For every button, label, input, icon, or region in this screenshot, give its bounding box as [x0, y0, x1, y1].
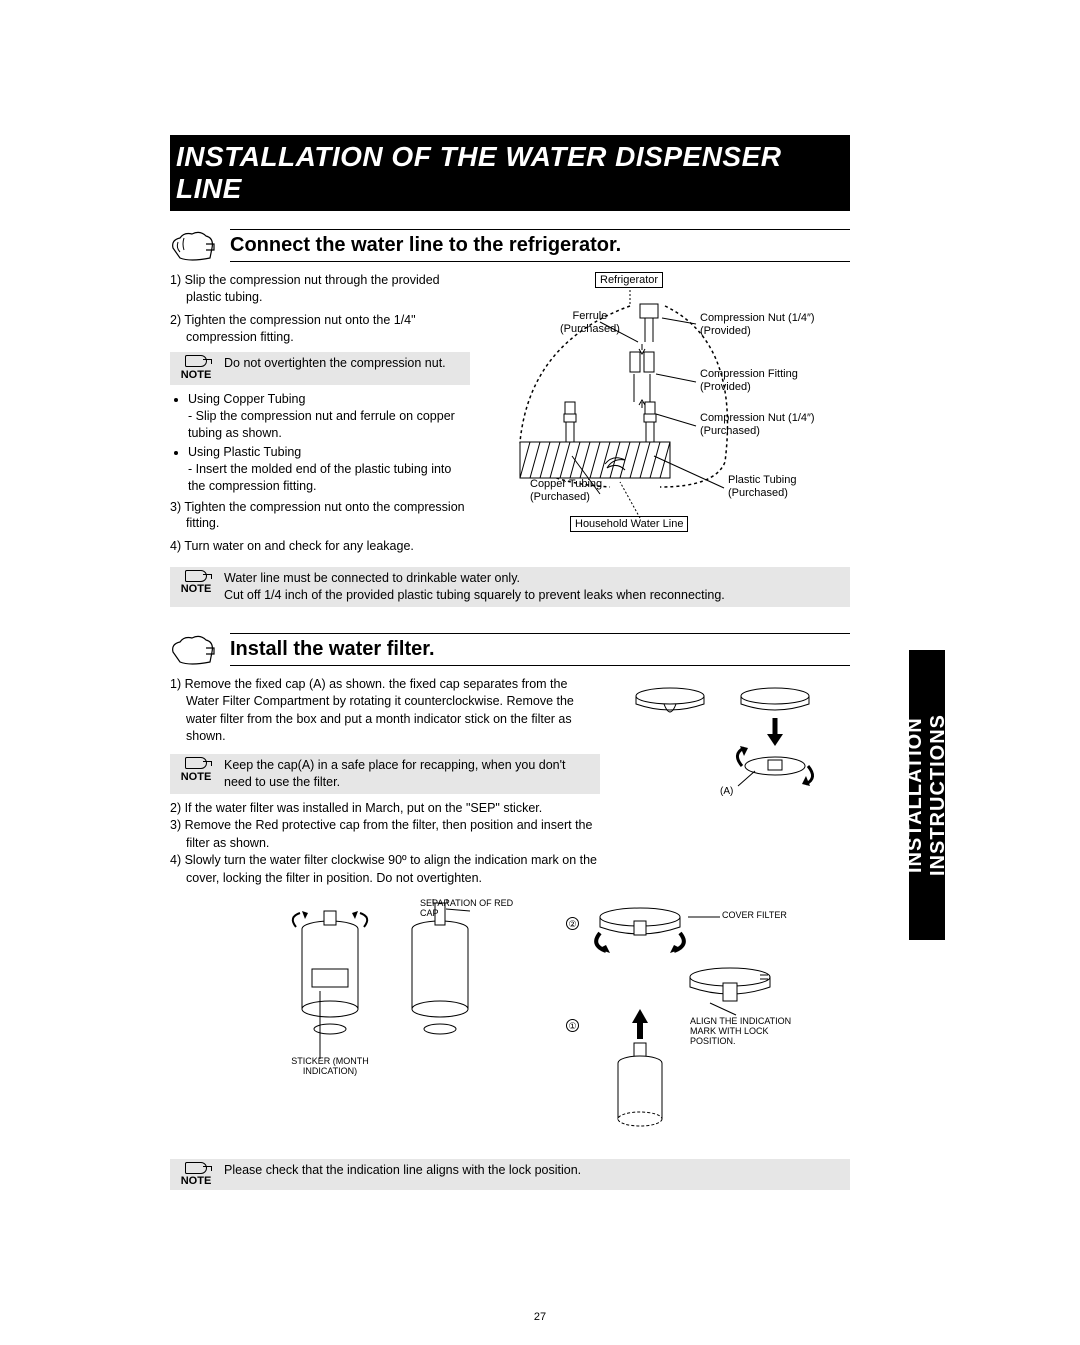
step: 3) Remove the Red protective cap from th… — [170, 817, 600, 852]
step: 4) Turn water on and check for any leaka… — [170, 538, 470, 555]
note-box-wide: NOTE Please check that the indication li… — [170, 1159, 850, 1190]
section-header: Install the water filter. — [230, 633, 850, 666]
note-text: Do not overtighten the compression nut. — [224, 355, 464, 372]
note-text: Please check that the indication line al… — [224, 1162, 844, 1179]
section1-body: 1) Slip the compression nut through the … — [170, 272, 850, 561]
note-icon — [185, 1162, 207, 1174]
diagram-label-a: (A) — [720, 786, 733, 798]
note-label: NOTE — [176, 757, 216, 785]
section-connect-water-line: Connect the water line to the refrigerat… — [170, 229, 850, 607]
note-icon — [185, 757, 207, 769]
note-icon — [185, 355, 207, 367]
connection-diagram: Refrigerator Ferrule (Purchased) Compres… — [490, 272, 850, 532]
alignment-diagram: COVER FILTER ALIGN THE INDICATION MARK W… — [560, 899, 800, 1149]
section-install-filter: Install the water filter. 1) Remove the … — [170, 633, 850, 1190]
note-label: NOTE — [176, 1162, 216, 1187]
bullet: Using Copper Tubing - Slip the compressi… — [188, 391, 470, 442]
cap-diagram: (A) — [620, 676, 850, 816]
note-label: NOTE — [176, 570, 216, 595]
side-tab: INSTALLATION INSTRUCTIONS — [909, 650, 945, 940]
lower-diagrams: SEPARATION OF RED CAP — [170, 899, 850, 1149]
label-sticker: STICKER (MONTH INDICATION) — [270, 1057, 390, 1077]
schematic-svg — [490, 282, 850, 532]
note-text: Keep the cap(A) in a safe place for reca… — [224, 757, 594, 791]
section1-text: 1) Slip the compression nut through the … — [170, 272, 470, 561]
section-title: Install the water filter. — [230, 638, 435, 661]
cartridge-svg — [270, 899, 530, 1079]
step: 1) Slip the compression nut through the … — [170, 272, 470, 306]
filter-text: 1) Remove the fixed cap (A) as shown. th… — [170, 676, 600, 887]
page-number: 27 — [534, 1311, 546, 1323]
step: 1) Remove the fixed cap (A) as shown. th… — [170, 676, 600, 746]
step: 2) If the water filter was installed in … — [170, 800, 600, 818]
note-box-wide: NOTE Water line must be connected to dri… — [170, 567, 850, 607]
bullet: Using Plastic Tubing - Insert the molded… — [188, 444, 470, 495]
note-icon — [185, 570, 207, 582]
main-title-bar: INSTALLATION OF THE WATER DISPENSER LINE — [170, 135, 850, 211]
note-box: NOTE Do not overtighten the compression … — [170, 352, 470, 386]
step: 2) Tighten the compression nut onto the … — [170, 312, 470, 346]
label-align: ALIGN THE INDICATION MARK WITH LOCK POSI… — [690, 1017, 800, 1047]
main-title: INSTALLATION OF THE WATER DISPENSER LINE — [176, 141, 844, 205]
section-header: Connect the water line to the refrigerat… — [230, 229, 850, 262]
step: 3) Tighten the compression nut onto the … — [170, 499, 470, 533]
label-cover-filter: COVER FILTER — [722, 911, 787, 921]
note-label: NOTE — [176, 355, 216, 383]
label-sep-cap: SEPARATION OF RED CAP — [420, 899, 530, 919]
pointing-hand-icon — [170, 632, 216, 670]
note-box: NOTE Keep the cap(A) in a safe place for… — [170, 754, 600, 794]
pointing-hand-icon — [170, 228, 216, 266]
note-text: Water line must be connected to drinkabl… — [224, 570, 844, 604]
page-content: INSTALLATION OF THE WATER DISPENSER LINE… — [170, 135, 850, 1196]
section-title: Connect the water line to the refrigerat… — [230, 234, 621, 257]
filter-row-1: 1) Remove the fixed cap (A) as shown. th… — [170, 676, 850, 887]
step: 4) Slowly turn the water filter clockwis… — [170, 852, 600, 887]
filter-cartridge-diagram: SEPARATION OF RED CAP — [270, 899, 530, 1089]
